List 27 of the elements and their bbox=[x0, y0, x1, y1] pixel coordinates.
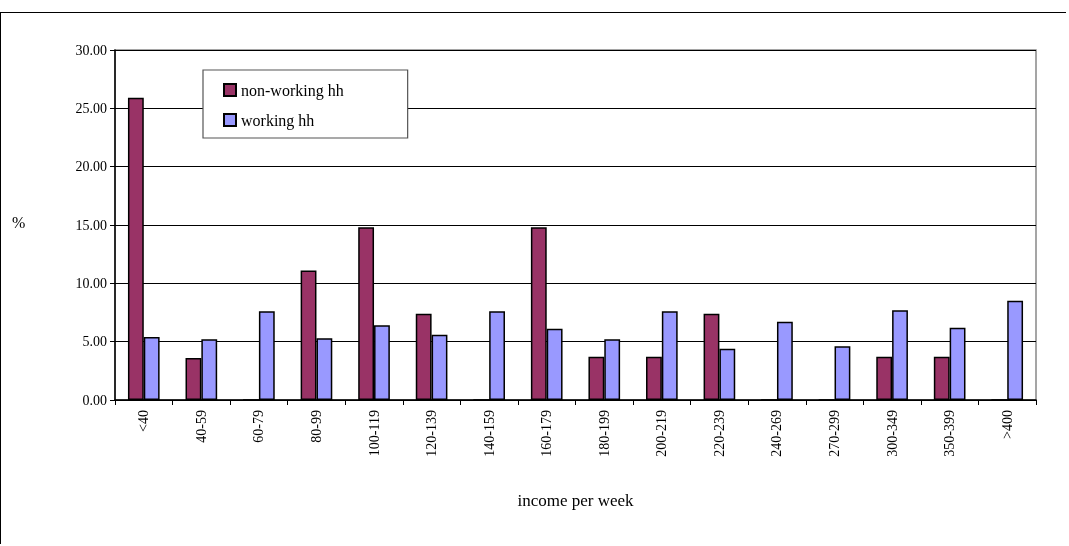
x-tick-label: 80-99 bbox=[308, 410, 324, 443]
x-tick-label: >400 bbox=[999, 410, 1015, 439]
x-axis-title: income per week bbox=[517, 491, 635, 510]
y-tick-label: 10.00 bbox=[75, 275, 107, 291]
x-tick-label: 300-349 bbox=[884, 410, 900, 457]
y-tick-label: 15.00 bbox=[75, 217, 107, 233]
x-tick-label: 220-239 bbox=[711, 410, 727, 457]
x-tick-label: 240-269 bbox=[769, 410, 785, 457]
y-axis-title: % bbox=[12, 213, 26, 231]
x-tick-label: 120-139 bbox=[424, 410, 440, 457]
x-tick-label: 160-179 bbox=[539, 410, 555, 457]
legend-label: non-working hh bbox=[241, 81, 344, 100]
legend-label: working hh bbox=[241, 111, 315, 130]
x-tick-label: <40 bbox=[136, 410, 152, 432]
y-tick-label: 30.00 bbox=[75, 42, 107, 58]
y-tick-label: 0.00 bbox=[82, 392, 107, 408]
x-tick-label: 350-399 bbox=[942, 410, 958, 457]
y-tick-label: 20.00 bbox=[75, 159, 107, 175]
x-tick-label: 140-159 bbox=[481, 410, 497, 457]
x-tick-label: 180-199 bbox=[596, 410, 612, 457]
x-tick-label: 100-119 bbox=[366, 410, 382, 457]
x-tick-label: 270-299 bbox=[827, 410, 843, 457]
x-tick-label: 60-79 bbox=[251, 410, 267, 443]
x-tick-label: 200-219 bbox=[654, 410, 670, 457]
y-tick-label: 5.00 bbox=[82, 334, 107, 350]
x-tick-label: 40-59 bbox=[193, 410, 209, 443]
y-tick-label: 25.00 bbox=[75, 100, 107, 116]
